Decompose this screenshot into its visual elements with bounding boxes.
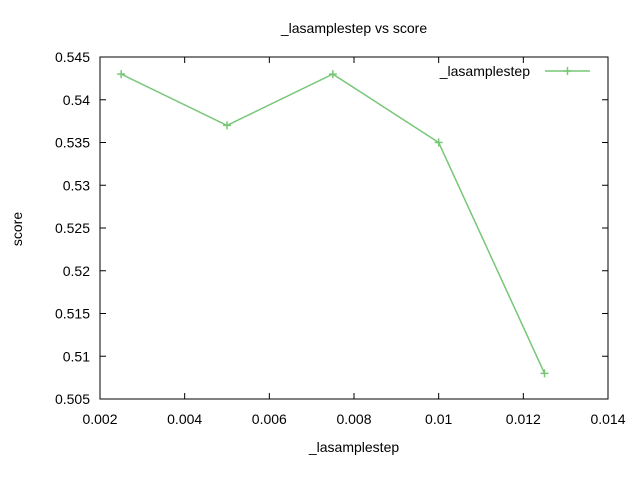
axes: 0.002 0.004 0.006 0.008 0.01 0.012 0.014 0.505 0… <box>55 49 626 427</box>
legend: _lasamplestep <box>439 63 590 79</box>
legend-label: _lasamplestep <box>439 63 530 79</box>
y-tick-label: 0.51 <box>63 348 90 364</box>
data-point <box>434 138 443 147</box>
y-tick-label: 0.53 <box>63 177 90 193</box>
x-tick-label: 0.012 <box>506 411 541 427</box>
x-tick-label: 0.006 <box>252 411 287 427</box>
data-point <box>223 121 231 130</box>
y-axis-title: score <box>9 212 25 246</box>
y-tick-label: 0.52 <box>63 263 90 279</box>
y-tick-label: 0.535 <box>55 135 90 151</box>
series-layer <box>117 70 549 378</box>
y-tick-label: 0.54 <box>63 92 90 108</box>
y-tick-label: 0.525 <box>55 220 90 236</box>
x-tick-label: 0.014 <box>590 411 625 427</box>
data-point <box>117 70 126 79</box>
chart-title: _lasamplestep vs score <box>280 20 428 36</box>
data-point <box>540 369 549 378</box>
plot-border <box>99 56 609 400</box>
y-tick-label: 0.545 <box>55 49 90 65</box>
y-tick-label: 0.505 <box>55 391 90 407</box>
data-point <box>328 70 337 79</box>
x-axis-title: _lasamplestep <box>308 439 399 455</box>
series-line <box>120 73 546 374</box>
x-tick-label: 0.004 <box>167 411 202 427</box>
x-tick-label: 0.002 <box>82 411 117 427</box>
x-tick-label: 0.01 <box>425 411 452 427</box>
y-tick-label: 0.515 <box>55 306 90 322</box>
x-tick-label: 0.008 <box>336 411 371 427</box>
